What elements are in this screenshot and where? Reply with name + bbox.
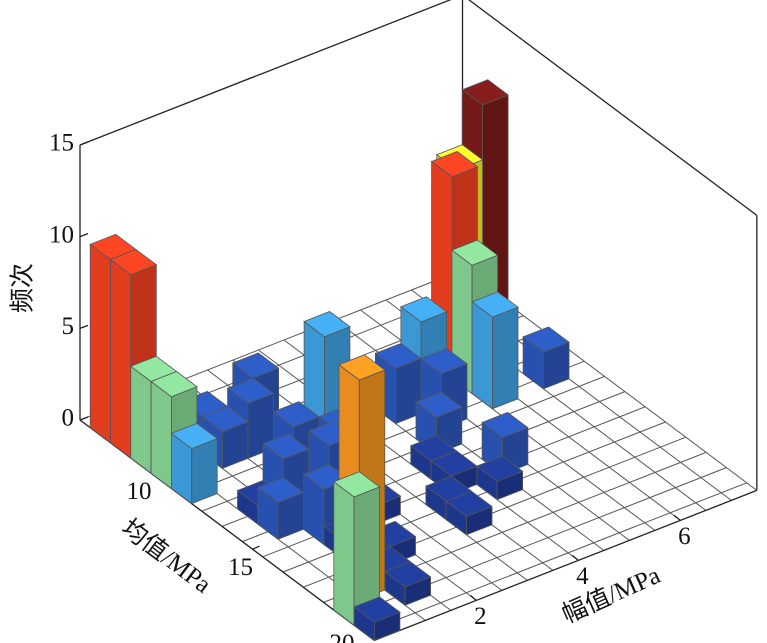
bar-side xyxy=(89,243,111,444)
bar-top xyxy=(461,79,509,106)
bar-side xyxy=(471,301,493,410)
z-tick xyxy=(79,141,89,146)
z-tick xyxy=(79,416,89,421)
bar-top xyxy=(109,249,158,276)
bar xyxy=(170,422,219,505)
x-tick-label: 10 xyxy=(127,478,152,505)
y-tick xyxy=(571,554,579,561)
bar xyxy=(522,326,570,390)
bar-top xyxy=(481,412,529,439)
x-axis-label: 均值/MPa xyxy=(116,514,216,599)
bar xyxy=(481,412,529,476)
y-axis-label: 幅值/MPa xyxy=(558,561,665,629)
z-tick-label: 5 xyxy=(62,313,75,340)
x-tick-label: 20 xyxy=(330,630,355,643)
bar-top xyxy=(353,596,401,623)
bar-side xyxy=(130,365,152,474)
y-tick xyxy=(673,514,681,521)
bar-top xyxy=(231,352,280,379)
bar-top xyxy=(476,455,524,482)
bar-side xyxy=(150,380,172,490)
bar xyxy=(471,291,519,410)
bar-top xyxy=(201,406,249,433)
y-tick-label: 2 xyxy=(474,603,487,630)
bar xyxy=(332,471,381,626)
bar xyxy=(445,490,493,536)
bar-top xyxy=(420,348,468,375)
box-edge xyxy=(468,0,758,216)
z-tick-label: 15 xyxy=(49,130,74,157)
bar-top xyxy=(383,561,432,588)
bar-top xyxy=(445,490,493,517)
bar-top xyxy=(430,151,479,178)
bar-top xyxy=(332,471,381,498)
bar-top xyxy=(338,354,386,381)
z-tick-label: 10 xyxy=(49,221,74,248)
bar xyxy=(256,476,305,540)
bar-top xyxy=(226,377,275,404)
z-tick-label: 0 xyxy=(62,405,75,432)
bar xyxy=(383,561,432,606)
y-tick xyxy=(469,594,477,601)
box-edge xyxy=(79,0,452,146)
bar xyxy=(476,455,524,501)
z-tick xyxy=(79,233,89,238)
bar-top xyxy=(303,311,351,338)
box-edge xyxy=(374,489,758,642)
bar-front xyxy=(492,306,519,410)
bar-top xyxy=(150,371,198,398)
floor-grid xyxy=(364,482,747,634)
z-axis-label: 频次 xyxy=(9,263,37,313)
z-tick xyxy=(79,324,89,329)
bar-top xyxy=(400,296,448,323)
bar-top xyxy=(451,239,499,266)
y-tick-label: 4 xyxy=(576,563,589,590)
bar-top xyxy=(415,391,463,418)
bar-side xyxy=(110,258,132,459)
bar-top xyxy=(471,291,519,318)
bar xyxy=(353,596,401,642)
bar-top xyxy=(522,326,570,353)
bar-front xyxy=(191,438,218,505)
bar-side xyxy=(333,480,355,626)
x-tick xyxy=(252,545,260,550)
x-tick-label: 15 xyxy=(228,554,253,581)
bar-top xyxy=(170,422,219,450)
y-tick-label: 6 xyxy=(678,523,691,550)
